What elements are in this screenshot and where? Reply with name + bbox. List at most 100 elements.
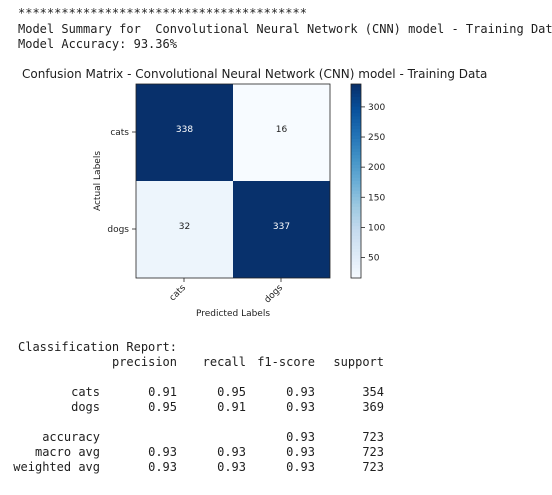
colorbar-tick-label: 200 — [368, 163, 385, 173]
report-summary-label: weighted avg — [13, 460, 100, 474]
colorbar-segment — [351, 193, 361, 198]
colorbar-segment — [351, 239, 361, 244]
report-cell: 723 — [362, 460, 384, 474]
colorbar-segment — [351, 242, 361, 247]
colorbar-segment — [351, 96, 361, 101]
report-row-label: cats — [71, 385, 100, 399]
report-cell: 0.91 — [217, 400, 246, 414]
colorbar-segment — [351, 197, 361, 201]
colorbar-segment — [351, 164, 361, 169]
colorbar-tick-label: 250 — [368, 133, 385, 143]
report-cell: 369 — [362, 400, 384, 414]
colorbar-segment — [351, 138, 361, 143]
colorbar-segment — [351, 213, 361, 218]
colorbar-segment — [351, 129, 361, 134]
report-cell: 0.93 — [286, 430, 315, 444]
colorbar-segment — [351, 135, 361, 140]
colorbar-segment — [351, 252, 361, 256]
colorbar-segment — [351, 184, 361, 189]
colorbar-tick-label: 300 — [368, 103, 385, 113]
colorbar-segment — [351, 109, 361, 114]
report-cell: 0.93 — [148, 460, 177, 474]
y-tick-label: dogs — [107, 225, 129, 235]
matrix-cell — [136, 84, 233, 181]
colorbar-segment — [351, 181, 361, 185]
colorbar-segment — [351, 268, 361, 273]
report-cell: 0.93 — [286, 460, 315, 474]
colorbar-segment — [351, 100, 361, 104]
colorbar-segment — [351, 151, 361, 156]
colorbar-segment — [351, 232, 361, 237]
colorbar-segment — [351, 258, 361, 263]
colorbar-segment — [351, 171, 361, 176]
colorbar-segment — [351, 84, 361, 88]
colorbar-segment — [351, 161, 361, 166]
report-cell: 354 — [362, 385, 384, 399]
model-accuracy-line: Model Accuracy: 93.36% — [18, 37, 177, 51]
colorbar-segment — [351, 122, 361, 127]
colorbar-segment — [351, 229, 361, 234]
report-header-recall: recall — [202, 355, 246, 369]
colorbar-segment — [351, 168, 361, 172]
colorbar-segment — [351, 271, 361, 276]
report-cell: 0.93 — [286, 445, 315, 459]
matrix-cell — [233, 181, 330, 278]
report-cell: 0.95 — [148, 400, 177, 414]
colorbar-segment — [351, 200, 361, 205]
colorbar-segment — [351, 265, 361, 269]
colorbar-tick-label: 100 — [368, 223, 385, 233]
colorbar-segment — [351, 87, 361, 92]
separator-line: **************************************** — [18, 6, 307, 20]
cell-value-label: 337 — [273, 222, 290, 232]
y-axis-label: Actual Labels — [93, 151, 103, 211]
x-tick-label: cats — [168, 283, 189, 304]
report-cell: 723 — [362, 430, 384, 444]
colorbar-tick-label: 150 — [368, 193, 385, 203]
colorbar-segment — [351, 216, 361, 221]
cell-value-label: 16 — [276, 125, 288, 135]
cell-value-label: 338 — [176, 125, 193, 135]
matrix-cell — [233, 84, 330, 181]
colorbar-frame — [350, 83, 362, 279]
colorbar-segment — [351, 219, 361, 224]
colorbar-segment — [351, 261, 361, 266]
cell-value-label: 32 — [179, 222, 190, 232]
colorbar-segment — [351, 126, 361, 130]
colorbar-tick-label: 50 — [368, 254, 380, 264]
colorbar-segment — [351, 226, 361, 231]
colorbar-segment — [351, 158, 361, 163]
colorbar-segment — [351, 190, 361, 195]
colorbar-segment — [351, 174, 361, 179]
colorbar-segment — [351, 155, 361, 159]
colorbar-segment — [351, 119, 361, 124]
colorbar-segment — [351, 132, 361, 137]
report-summary-label: macro avg — [34, 445, 100, 459]
confusion-matrix-chart: 338 16 32 337 cats dogs cats dogs Predicted Labe… — [93, 83, 385, 319]
colorbar-segment — [351, 235, 361, 240]
report-cell: 0.93 — [217, 445, 246, 459]
colorbar-segment — [351, 113, 361, 117]
report-cell: 0.93 — [286, 400, 315, 414]
colorbar-segment — [351, 245, 361, 250]
report-header-support: support — [333, 355, 384, 369]
colorbar-segment — [351, 145, 361, 150]
colorbar-segment — [351, 255, 361, 260]
colorbar-segment — [351, 93, 361, 98]
report-cell: 0.93 — [217, 460, 246, 474]
colorbar-segment — [351, 210, 361, 214]
colorbar-segment — [351, 103, 361, 108]
colorbar-segment — [351, 177, 361, 182]
y-tick-label: cats — [110, 128, 129, 138]
colorbar-segment — [351, 142, 361, 147]
colorbar-segment — [351, 206, 361, 211]
report-cell: 0.95 — [217, 385, 246, 399]
x-tick-label: dogs — [263, 283, 286, 306]
colorbar-segment — [351, 148, 361, 153]
colorbar-segment — [351, 274, 361, 279]
colorbar-segment — [351, 223, 361, 227]
classification-report-title: Classification Report: — [18, 340, 177, 354]
colorbar-segment — [351, 90, 361, 95]
colorbar-segment — [351, 116, 361, 121]
matrix-frame — [135, 83, 331, 279]
